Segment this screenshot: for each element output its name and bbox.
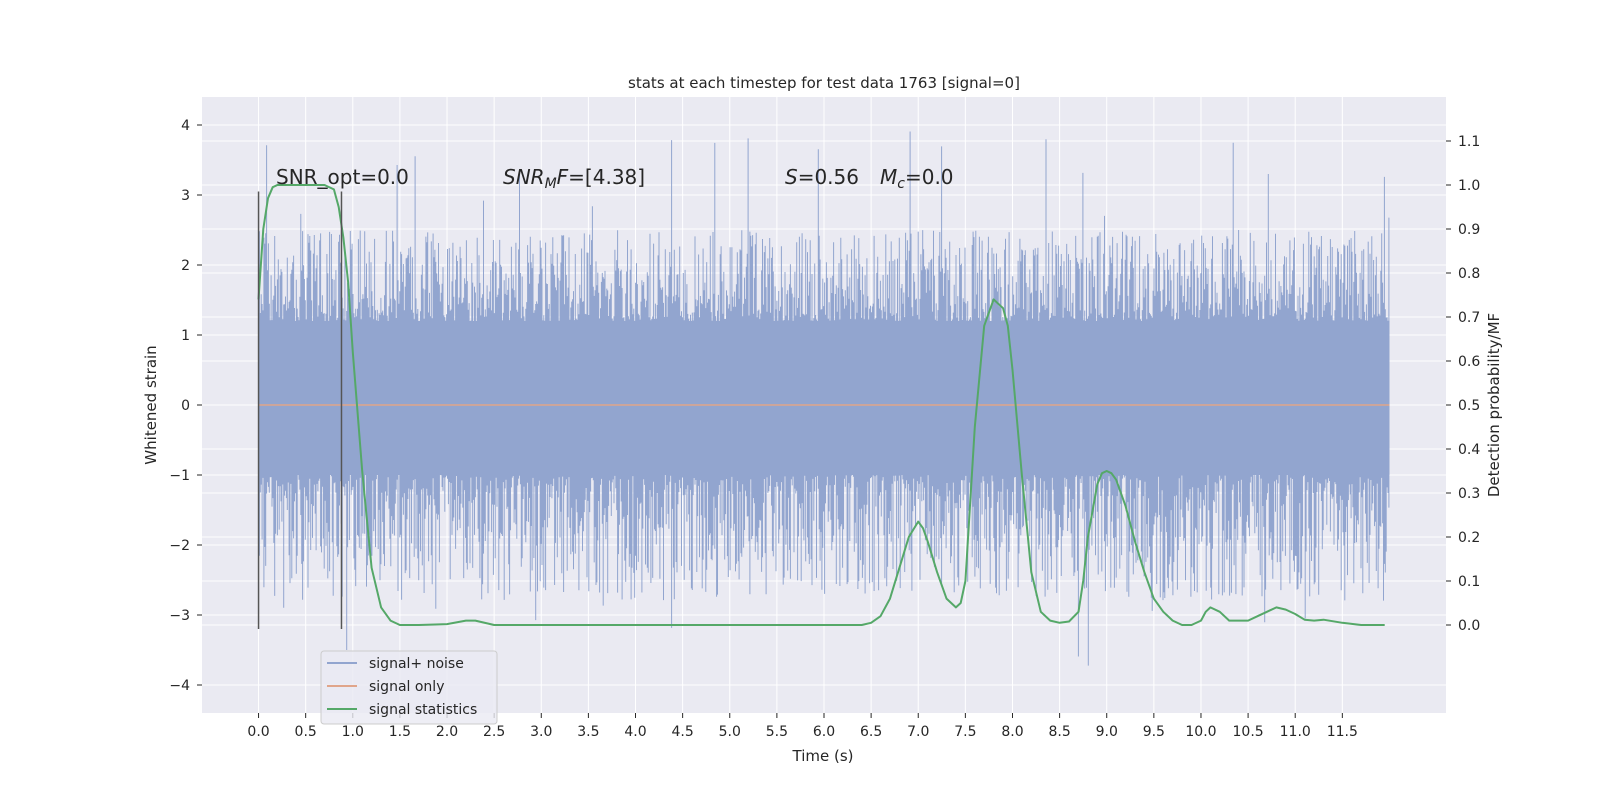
x-tick-label: 9.0 <box>1096 724 1118 740</box>
statistics-series <box>257 184 1385 626</box>
noise-series <box>258 131 1390 666</box>
y-tick-label-right: 0.3 <box>1458 486 1480 502</box>
x-tick-label: 7.0 <box>907 724 929 740</box>
y-axis-label-left: Whitened strain <box>142 345 160 464</box>
x-tick-label: 5.5 <box>766 724 788 740</box>
x-tick-label: 0.0 <box>247 724 269 740</box>
y-axis-label-right: Detection probability/MF <box>1485 313 1503 497</box>
chart-title: stats at each timestep for test data 176… <box>628 74 1020 92</box>
axis-ticks: 0.0 0.5 1.0 1.5 2.0 2.5 3.0 3.5 4.0 4.5 5.0 5.5 6.0 6… <box>169 118 1480 740</box>
x-tick-label: 2.5 <box>483 724 505 740</box>
x-tick-label: 1.5 <box>389 724 411 740</box>
x-tick-label: 3.5 <box>577 724 599 740</box>
x-tick-label: 6.0 <box>813 724 835 740</box>
y-tick-label-left: 3 <box>181 188 190 204</box>
x-tick-label: 1.0 <box>342 724 364 740</box>
y-tick-label-left: 2 <box>181 258 190 274</box>
legend-label-statistics: signal statistics <box>369 702 477 718</box>
y-tick-label-right: 0.6 <box>1458 354 1480 370</box>
x-tick-label: 4.5 <box>672 724 694 740</box>
y-tick-label-right: 0.9 <box>1458 222 1480 238</box>
legend-label-signal: signal only <box>369 679 444 695</box>
annotation-snr-mf: SNRMF=[4.38] <box>503 165 645 192</box>
y-tick-label-right: 0.7 <box>1458 310 1480 326</box>
legend-box <box>320 650 498 725</box>
x-tick-label: 3.0 <box>530 724 552 740</box>
legend: signal+ noise signal only signal statist… <box>320 650 498 725</box>
x-tick-label: 0.5 <box>295 724 317 740</box>
annotation-snr-opt: SNR_opt=0.0 <box>276 165 409 189</box>
y-tick-label-right: 0.8 <box>1458 266 1480 282</box>
x-tick-label: 10.0 <box>1185 724 1216 740</box>
x-tick-label: 9.5 <box>1143 724 1165 740</box>
annotation-s: S=0.56 <box>785 165 859 189</box>
marker-lines <box>257 191 343 629</box>
x-tick-label: 11.5 <box>1327 724 1358 740</box>
y-tick-label-right: 0.5 <box>1458 398 1480 414</box>
x-tick-label: 7.5 <box>954 724 976 740</box>
x-tick-label: 10.5 <box>1233 724 1264 740</box>
legend-label-noise: signal+ noise <box>369 656 464 672</box>
y-tick-label-left: 1 <box>181 328 190 344</box>
x-tick-label: 8.0 <box>1001 724 1023 740</box>
y-tick-label-right: 1.0 <box>1458 178 1480 194</box>
x-tick-label: 4.0 <box>624 724 646 740</box>
x-tick-label: 5.0 <box>719 724 741 740</box>
y-tick-label-right: 0.2 <box>1458 530 1480 546</box>
x-tick-label: 6.5 <box>860 724 882 740</box>
y-tick-label-left: 0 <box>181 398 190 414</box>
y-tick-label-right: 0.1 <box>1458 574 1480 590</box>
y-tick-label-left: 4 <box>181 118 190 134</box>
y-tick-label-right: 1.1 <box>1458 134 1480 150</box>
x-tick-label: 11.0 <box>1280 724 1311 740</box>
annotation-mc: Mc=0.0 <box>880 165 954 192</box>
y-tick-label-left: −3 <box>169 608 190 624</box>
x-axis-label: Time (s) <box>792 747 854 765</box>
y-tick-label-right: 0.4 <box>1458 442 1480 458</box>
y-tick-label-left: −4 <box>169 678 190 694</box>
y-tick-label-left: −1 <box>169 468 190 484</box>
y-tick-label-right: 0.0 <box>1458 618 1480 634</box>
statistics-line <box>257 184 1385 626</box>
x-tick-label: 8.5 <box>1048 724 1070 740</box>
x-tick-label: 2.0 <box>436 724 458 740</box>
y-tick-label-left: −2 <box>169 538 190 554</box>
